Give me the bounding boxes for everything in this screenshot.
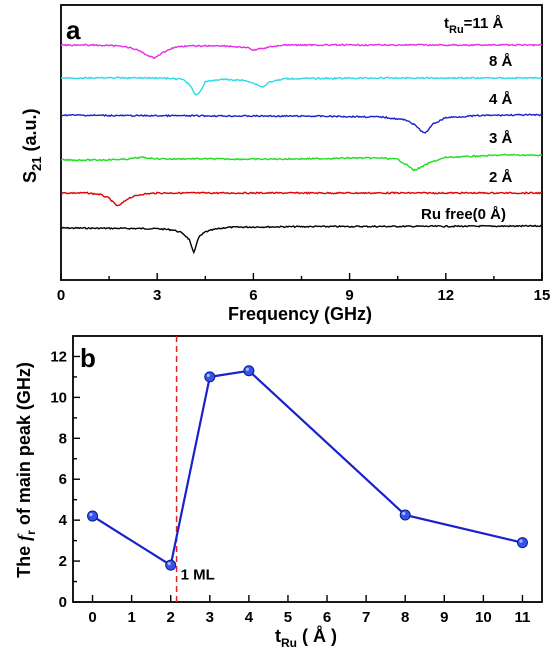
label-2A: 2 Å [489,169,513,186]
data-point-highlight [519,539,523,543]
panel-a-x-tick-label: 3 [153,287,161,304]
panel-b-y-pre: The [14,541,34,578]
panel-b-x-tick-label: 11 [515,609,531,626]
trace-3 [60,113,543,134]
data-point-highlight [167,562,171,566]
panel-b-y-tick-label: 10 [50,389,67,406]
panel-b-x-tick-label: 0 [88,609,96,626]
label-4A: 4 Å [489,91,513,108]
panel-b-points [87,365,528,571]
panel-b-y-label: The fr of main peak (GHz) [14,362,38,578]
data-point [516,537,528,549]
panel-b-x-tail: ( Å ) [297,626,337,646]
panel-a-x-label: Frequency (GHz) [228,304,372,324]
data-point [87,510,99,522]
panel-a-x-tick-label: 0 [57,287,65,304]
panel-b-y-sub: r [24,530,38,535]
trace-0 [60,224,543,255]
panel-a-y-main: S [20,171,40,183]
trace-1 [60,191,543,207]
panel-b-x-tick-label: 2 [167,609,175,626]
panel-a-y-sub: 21 [29,157,44,171]
panel-a-y-label: S21 (a.u.) [20,109,44,183]
panel-a-traces [60,43,543,255]
panel-b-x-tick-label: 6 [323,609,331,626]
one-ml-marker-label: 1 ML [181,566,215,583]
panel-b-x-main: t [275,626,281,646]
label-ru-free: Ru free(0 Å) [421,206,506,223]
label-11A: tRu=11 Å [444,15,503,36]
data-point-highlight [245,367,249,371]
panel-a-x-tick-label: 12 [437,287,454,304]
label-11A-sub: Ru [449,24,464,36]
panel-a-x-tick-label: 9 [345,287,353,304]
panel-a-x-tick-label: 6 [249,287,257,304]
panel-a-letter: a [66,15,81,45]
panel-b-x-tick-label: 3 [206,609,214,626]
panel-b-x-tick-label: 4 [245,609,254,626]
data-point [204,371,216,383]
panel-b-x-tick-label: 5 [284,609,292,626]
panel-b-x-tick-label: 9 [440,609,448,626]
panel-b-y-tick-label: 2 [59,553,67,570]
panel-b-y-tick-label: 8 [59,430,67,447]
data-point [165,559,177,571]
data-point-highlight [402,511,406,516]
panel-b-x-tick-label: 1 [127,609,135,626]
label-11A-t: t [444,15,449,32]
data-point [399,509,411,521]
panel-b-x-sub: Ru [281,636,297,650]
panel-b-frame [72,335,543,603]
panel-a: a 0 3 6 9 12 15 tRu=11 Å 8 Å 4 Å 3 Å 2 Å Ru f… [20,4,551,324]
data-point [243,365,255,377]
data-point-highlight [89,512,93,517]
panel-b-x-label: tRu ( Å ) [275,626,337,650]
data-point-highlight [206,373,210,378]
panel-b-y-tick-label: 12 [50,348,67,365]
label-3A: 3 Å [489,130,513,147]
trace-5 [60,43,543,60]
panel-b-y-tick-label: 0 [59,594,67,611]
panel-b-y-tick-label: 6 [59,471,67,488]
trace-2 [60,153,543,172]
panel-b-y-tick-label: 4 [59,512,68,529]
trace-4 [60,76,543,96]
panel-b-x-tick-label: 10 [475,609,492,626]
panel-a-x-tick-label: 15 [534,287,551,304]
series-line [91,369,523,567]
panel-b-y-f: f [14,533,34,541]
label-8A: 8 Å [489,53,513,70]
panel-b-x-tick-label: 8 [401,609,409,626]
panel-b-y-post: of main peak (GHz) [14,362,34,530]
panel-b-letter: b [80,343,96,373]
panel-a-x-ticks: 0 3 6 9 12 15 [57,273,551,304]
panel-a-y-tail: (a.u.) [20,109,40,157]
panel-b-x-tick-label: 7 [362,609,370,626]
label-11A-tail: =11 Å [464,15,504,32]
